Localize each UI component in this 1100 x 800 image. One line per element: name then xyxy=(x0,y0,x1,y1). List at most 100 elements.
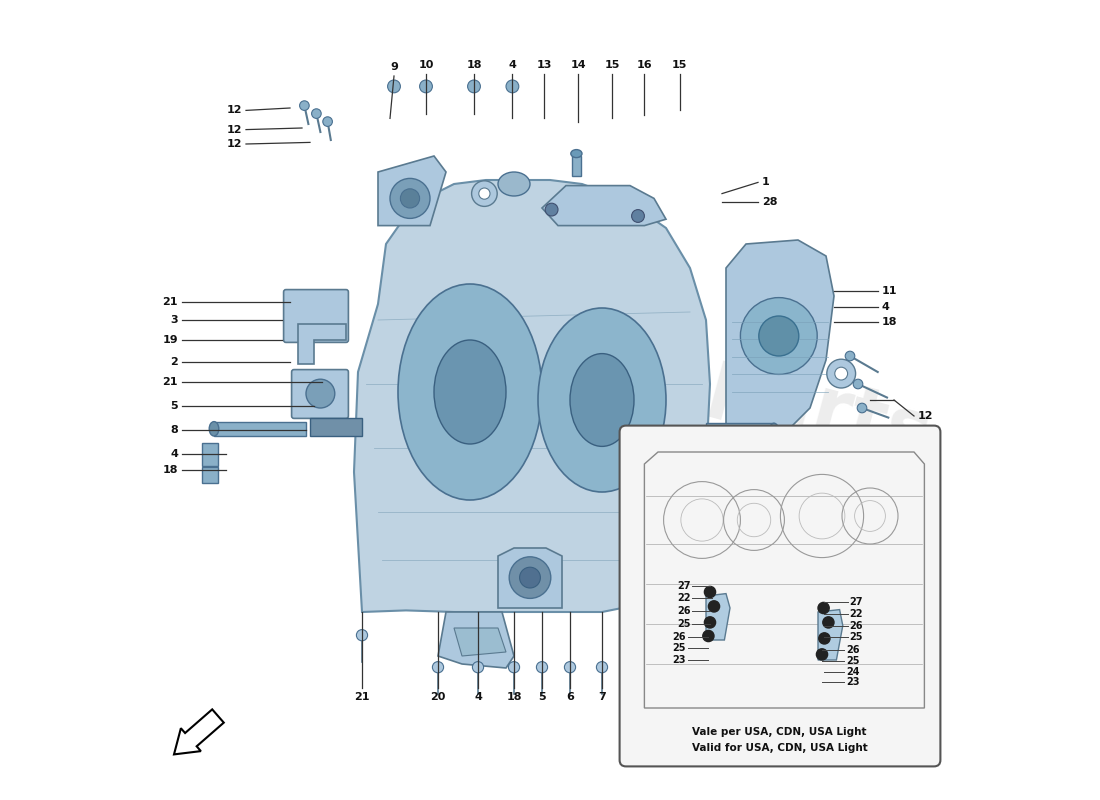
Ellipse shape xyxy=(398,284,542,500)
FancyBboxPatch shape xyxy=(292,370,349,418)
Circle shape xyxy=(827,359,856,388)
Circle shape xyxy=(835,367,848,380)
Bar xyxy=(706,423,774,436)
Text: Valid for USA, CDN, USA Light: Valid for USA, CDN, USA Light xyxy=(692,743,868,753)
Text: 3: 3 xyxy=(170,315,178,325)
Text: 14: 14 xyxy=(570,60,586,70)
Text: 2: 2 xyxy=(170,357,178,366)
Circle shape xyxy=(387,80,400,93)
Polygon shape xyxy=(454,628,506,656)
FancyBboxPatch shape xyxy=(284,290,349,342)
Text: 9: 9 xyxy=(390,62,398,72)
Circle shape xyxy=(432,662,443,673)
Circle shape xyxy=(322,117,332,126)
Ellipse shape xyxy=(498,172,530,196)
Text: 9: 9 xyxy=(750,439,758,449)
Text: 4: 4 xyxy=(170,450,178,459)
Circle shape xyxy=(311,109,321,118)
Circle shape xyxy=(400,189,419,208)
Circle shape xyxy=(857,403,867,413)
Text: 26: 26 xyxy=(846,645,859,654)
Circle shape xyxy=(306,379,334,408)
Circle shape xyxy=(509,557,551,598)
Text: 4: 4 xyxy=(508,60,516,70)
Text: 17: 17 xyxy=(626,692,641,702)
Text: 8: 8 xyxy=(750,426,758,435)
Circle shape xyxy=(472,662,484,673)
Circle shape xyxy=(546,203,558,216)
Polygon shape xyxy=(378,156,446,226)
Text: 4: 4 xyxy=(474,692,482,702)
Text: 12: 12 xyxy=(227,139,242,149)
Circle shape xyxy=(472,181,497,206)
Text: 26: 26 xyxy=(849,621,862,630)
Text: 13: 13 xyxy=(537,60,552,70)
Text: 27: 27 xyxy=(849,597,862,606)
Text: 27: 27 xyxy=(678,581,691,590)
Ellipse shape xyxy=(571,150,582,158)
Polygon shape xyxy=(818,610,843,660)
Circle shape xyxy=(596,662,607,673)
Polygon shape xyxy=(706,594,730,640)
Text: 16: 16 xyxy=(637,60,652,70)
Ellipse shape xyxy=(209,422,219,436)
Text: 7: 7 xyxy=(598,692,606,702)
Circle shape xyxy=(854,379,862,389)
Text: 8: 8 xyxy=(170,426,178,435)
Circle shape xyxy=(740,298,817,374)
Text: 2: 2 xyxy=(662,692,670,702)
Circle shape xyxy=(628,662,639,673)
Circle shape xyxy=(689,662,700,673)
Polygon shape xyxy=(298,324,346,364)
Circle shape xyxy=(564,662,575,673)
Text: 19: 19 xyxy=(163,335,178,345)
Polygon shape xyxy=(498,548,562,608)
Text: 26: 26 xyxy=(678,606,691,616)
Circle shape xyxy=(299,101,309,110)
Text: 3: 3 xyxy=(690,692,697,702)
Bar xyxy=(214,422,306,436)
Text: 20: 20 xyxy=(430,692,446,702)
Text: 23: 23 xyxy=(672,655,686,665)
Text: europarts: europarts xyxy=(513,294,939,474)
Polygon shape xyxy=(354,180,710,612)
Text: 5: 5 xyxy=(538,692,546,702)
Text: 4: 4 xyxy=(882,302,890,312)
Text: 15: 15 xyxy=(672,60,688,70)
Text: 21: 21 xyxy=(163,298,178,307)
Bar xyxy=(310,418,362,436)
Circle shape xyxy=(468,80,481,93)
Text: 11: 11 xyxy=(882,286,898,296)
Circle shape xyxy=(703,630,714,642)
Circle shape xyxy=(660,662,672,673)
FancyArrow shape xyxy=(174,710,223,754)
Text: 28: 28 xyxy=(762,197,778,206)
Text: 25: 25 xyxy=(678,619,691,629)
Circle shape xyxy=(478,188,490,199)
Polygon shape xyxy=(438,612,514,668)
Text: 21: 21 xyxy=(163,378,178,387)
Text: 12: 12 xyxy=(918,411,934,421)
Text: 18: 18 xyxy=(163,466,178,475)
Text: 24: 24 xyxy=(846,667,859,677)
Circle shape xyxy=(390,178,430,218)
Text: 26: 26 xyxy=(672,632,686,642)
Text: 23: 23 xyxy=(846,677,859,686)
Circle shape xyxy=(704,617,716,628)
Text: 5: 5 xyxy=(170,402,178,411)
Bar xyxy=(202,443,218,466)
FancyBboxPatch shape xyxy=(619,426,940,766)
Circle shape xyxy=(506,80,519,93)
Text: 18: 18 xyxy=(466,60,482,70)
Text: 18: 18 xyxy=(882,317,898,326)
Polygon shape xyxy=(542,186,666,226)
Text: 22: 22 xyxy=(678,594,691,603)
Text: Vale per USA, CDN, USA Light: Vale per USA, CDN, USA Light xyxy=(692,727,867,737)
Circle shape xyxy=(508,662,519,673)
Circle shape xyxy=(419,80,432,93)
Ellipse shape xyxy=(770,423,779,436)
Bar xyxy=(572,156,581,176)
Text: 25: 25 xyxy=(846,656,859,666)
Circle shape xyxy=(823,617,834,628)
Circle shape xyxy=(845,351,855,361)
